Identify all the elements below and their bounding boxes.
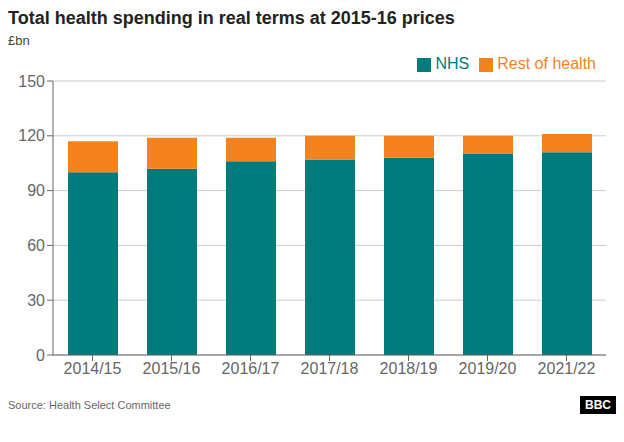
svg-text:2015/16: 2015/16 [143,360,201,377]
svg-text:2016/17: 2016/17 [222,360,280,377]
html-text:Rest of health: Rest of health [497,55,596,72]
svg-text:120: 120 [18,127,45,144]
svg-text:2019/20: 2019/20 [459,360,517,377]
html-text:Total health spending in real: Total health spending in real terms at 2… [8,8,455,28]
svg-text:2021/22: 2021/22 [538,360,596,377]
html-text:NHS: NHS [435,55,470,72]
svg-text:90: 90 [27,182,45,199]
svg-text:2017/18: 2017/18 [301,360,359,377]
svg-text:2018/19: 2018/19 [380,360,438,377]
html-text:Source: Health Select Committe: Source: Health Select Committee [8,399,171,411]
html-text:BBC: BBC [585,398,611,412]
svg-text:30: 30 [27,292,45,309]
svg-text:60: 60 [27,237,45,254]
svg-text:150: 150 [18,73,45,90]
svg-text:2014/15: 2014/15 [64,360,122,377]
html-text:£bn: £bn [8,33,30,48]
svg-text:0: 0 [36,347,45,364]
